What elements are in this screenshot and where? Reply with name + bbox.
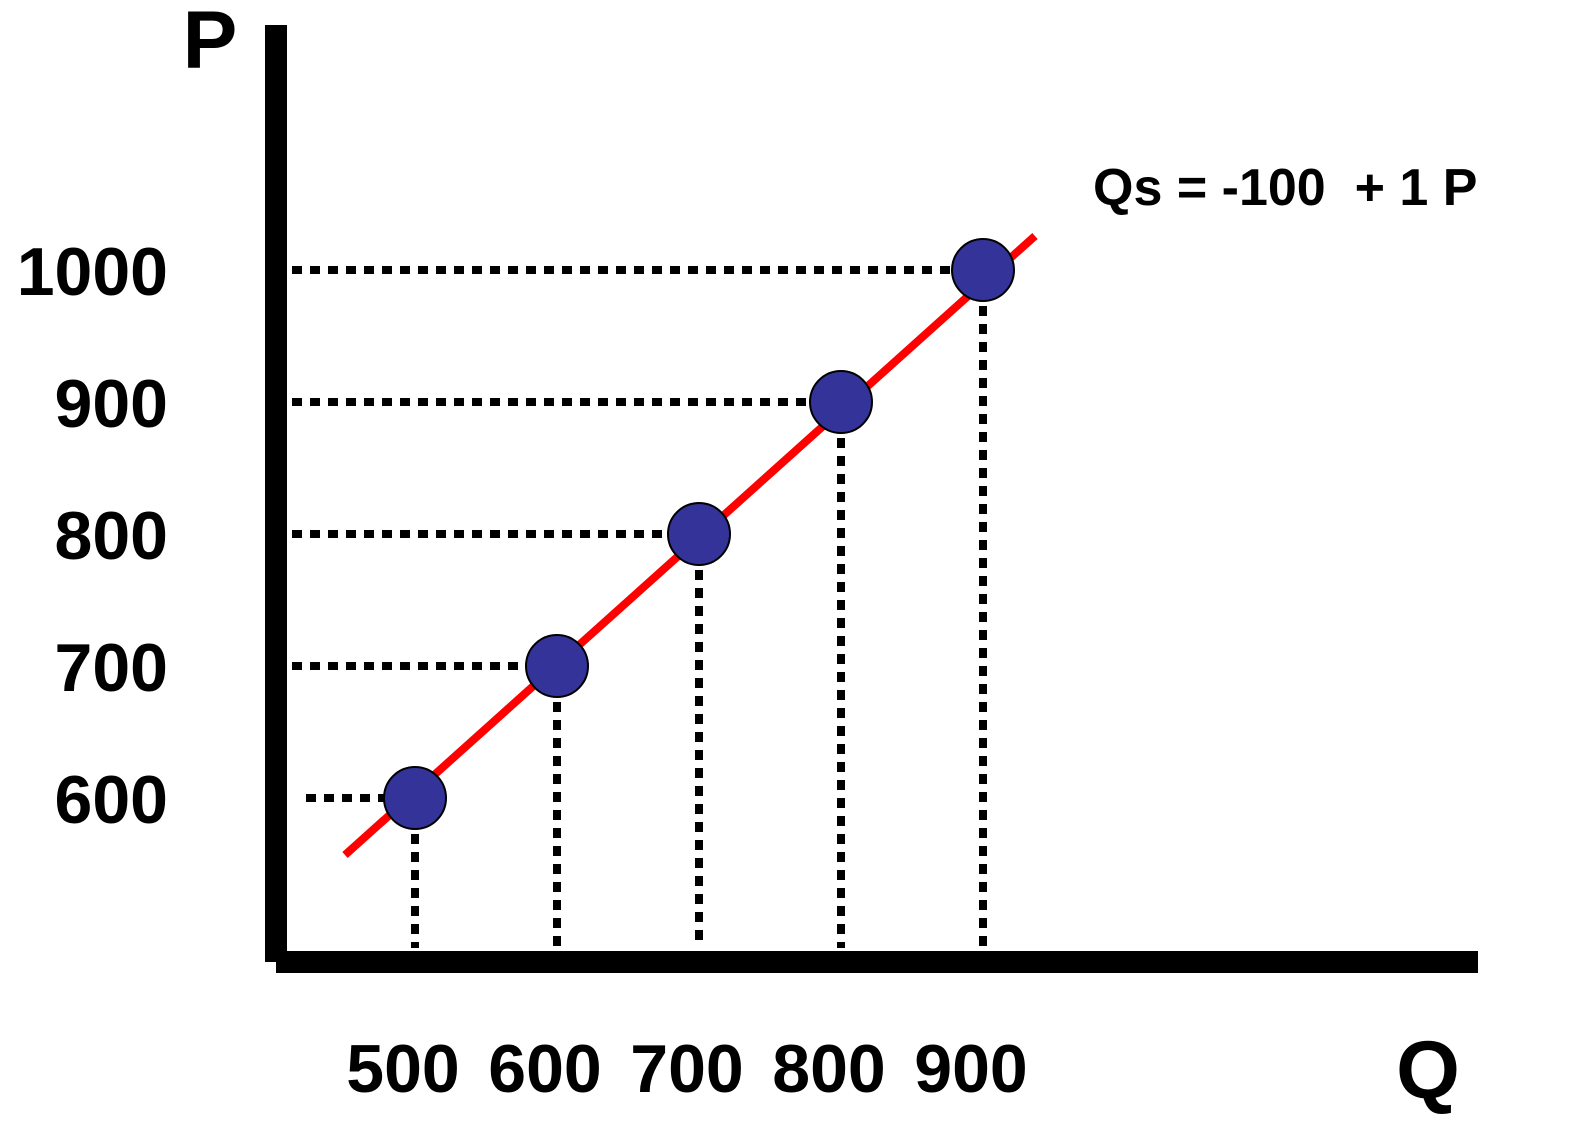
x-tick-labels: 500 600 700 800 900 bbox=[346, 1031, 1027, 1107]
data-point bbox=[667, 502, 731, 566]
y-tick-label: 700 bbox=[55, 630, 168, 706]
x-tick-label: 900 bbox=[914, 1031, 1027, 1107]
x-tick-label: 700 bbox=[630, 1031, 743, 1107]
x-axis-title: Q bbox=[1396, 1025, 1460, 1116]
y-tick-label: 900 bbox=[55, 366, 168, 442]
guide-lines bbox=[292, 266, 987, 948]
y-tick-labels: 600 700 800 900 1000 bbox=[17, 234, 168, 838]
data-point bbox=[525, 634, 589, 698]
data-point bbox=[383, 766, 447, 830]
x-tick-label: 600 bbox=[488, 1031, 601, 1107]
y-tick-label: 1000 bbox=[17, 234, 168, 310]
data-point bbox=[951, 238, 1015, 302]
data-point bbox=[809, 370, 873, 434]
y-tick-label: 600 bbox=[55, 762, 168, 838]
supply-equation: Qs = -100 + 1 P bbox=[1093, 159, 1477, 217]
y-axis-title: P bbox=[183, 0, 238, 86]
x-tick-label: 800 bbox=[772, 1031, 885, 1107]
y-tick-label: 800 bbox=[55, 498, 168, 574]
data-points bbox=[383, 238, 1015, 830]
x-tick-label: 500 bbox=[346, 1031, 459, 1107]
